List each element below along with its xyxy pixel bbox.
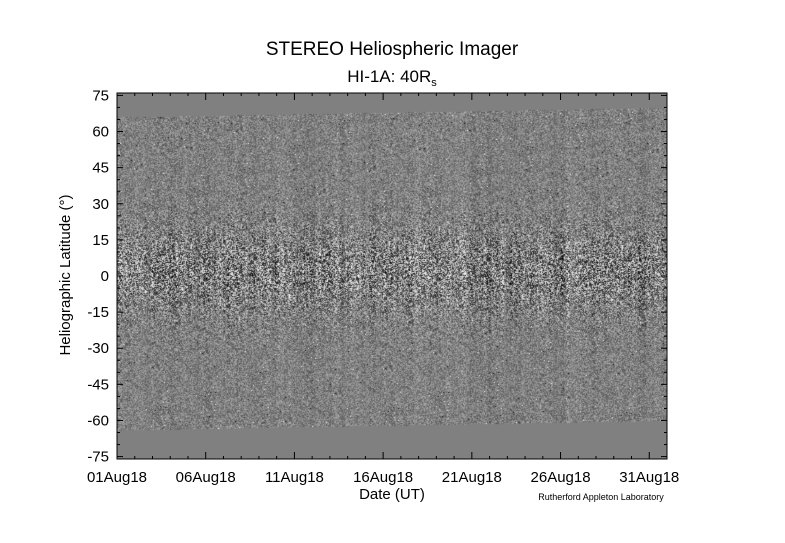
chart-subtitle: HI-1A: 40Rs xyxy=(347,67,437,89)
y-tick-label: 15 xyxy=(92,232,109,249)
chart-title: STEREO Heliospheric Imager xyxy=(266,39,519,60)
x-tick-label: 06Aug18 xyxy=(176,469,236,486)
y-tick-label: -45 xyxy=(87,376,109,393)
y-tick-label: 60 xyxy=(92,124,109,141)
x-axis: 01Aug18 06Aug18 11Aug18 16Aug18 21Aug18 26Aug… xyxy=(87,93,679,486)
x-tick-label: 16Aug18 xyxy=(353,469,413,486)
y-tick-label: 75 xyxy=(92,87,109,104)
x-tick-label: 11Aug18 xyxy=(265,469,324,486)
y-tick-label: 30 xyxy=(92,196,109,213)
y-tick-label: 0 xyxy=(101,268,109,285)
x-tick-label: 26Aug18 xyxy=(531,469,591,486)
x-axis-label: Date (UT) xyxy=(359,486,425,503)
x-tick-label: 21Aug18 xyxy=(442,469,502,486)
y-tick-label: -30 xyxy=(87,340,109,357)
y-axis-label: Heliographic Latitude (°) xyxy=(57,194,74,355)
y-tick-label: -75 xyxy=(87,449,109,466)
credit-label: Rutherford Appleton Laboratory xyxy=(538,492,664,502)
y-tick-label: -15 xyxy=(87,304,109,321)
y-tick-label: -60 xyxy=(87,412,109,429)
latitude-time-map xyxy=(117,93,667,459)
y-tick-label: 45 xyxy=(92,160,109,177)
subtitle-main: HI-1A: 40R xyxy=(347,67,431,86)
x-tick-label: 01Aug18 xyxy=(87,469,147,486)
subtitle-subscript: s xyxy=(431,77,437,89)
y-axis: 75 60 45 30 15 0 -15 -30 -45 -60 -75 xyxy=(87,87,667,466)
x-tick-label: 31Aug18 xyxy=(619,469,679,486)
plot-area xyxy=(117,93,667,459)
